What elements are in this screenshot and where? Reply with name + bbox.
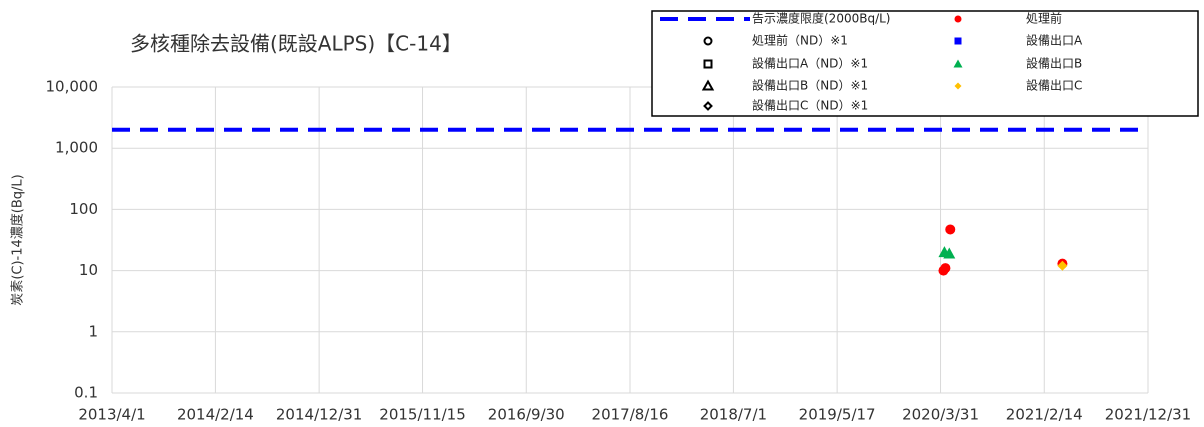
y-tick-label: 1: [88, 322, 98, 340]
legend-label: 設備出口C: [1026, 78, 1082, 93]
y-axis-label: 炭素(C)-14濃度(Bq/L): [10, 174, 26, 305]
legend-label: 処理前: [1026, 11, 1062, 26]
x-tick-label: 2021/2/14: [1006, 406, 1083, 424]
x-tick-label: 2017/8/16: [592, 406, 669, 424]
x-tick-label: 2021/12/31: [1105, 406, 1191, 424]
y-tick-label: 0.1: [74, 384, 98, 402]
legend-marker: [954, 37, 962, 45]
y-tick-label: 10,000: [46, 78, 99, 96]
point: [943, 247, 956, 259]
legend-marker: [703, 59, 713, 69]
legend-label: 処理前（ND）※1: [752, 33, 848, 48]
point: [1057, 260, 1068, 271]
x-tick-label: 2019/5/17: [799, 406, 876, 424]
chart-title: 多核種除去設備(既設ALPS)【C-14】: [130, 32, 462, 56]
point: [945, 224, 956, 235]
legend-marker: [954, 15, 962, 23]
x-tick-label: 2020/3/31: [902, 406, 979, 424]
x-tick-label: 2014/12/31: [276, 406, 362, 424]
legend-marker: [703, 101, 713, 111]
legend-marker: [953, 59, 963, 68]
legend-label: 設備出口A: [1026, 33, 1083, 48]
x-tick-label: 2014/2/14: [177, 406, 254, 424]
legend-box: [651, 10, 1199, 117]
legend: 告示濃度限度(2000Bq/L) 処理前（ND）※1 設備出口A（ND）※1 設備出口…: [651, 10, 1199, 117]
x-tick-label: 2013/4/1: [78, 406, 145, 424]
legend-label: 設備出口C（ND）※1: [752, 98, 868, 113]
x-tick-label: 2016/9/30: [488, 406, 565, 424]
legend-marker: [954, 82, 962, 90]
legend-label: 設備出口B: [1026, 56, 1082, 71]
y-tick-label: 10: [79, 261, 98, 279]
legend-label: 告示濃度限度(2000Bq/L): [752, 11, 890, 26]
legend-marker: [703, 36, 713, 46]
y-tick-label: 1,000: [55, 139, 98, 157]
x-tick-label: 2018/7/1: [700, 406, 767, 424]
legend-label: 設備出口B（ND）※1: [752, 78, 868, 93]
point: [940, 263, 951, 274]
x-tick-label: 2015/11/15: [379, 406, 465, 424]
legend-marker: [701, 79, 715, 91]
legend-label: 設備出口A（ND）※1: [752, 56, 868, 71]
y-tick-label: 100: [69, 200, 98, 218]
